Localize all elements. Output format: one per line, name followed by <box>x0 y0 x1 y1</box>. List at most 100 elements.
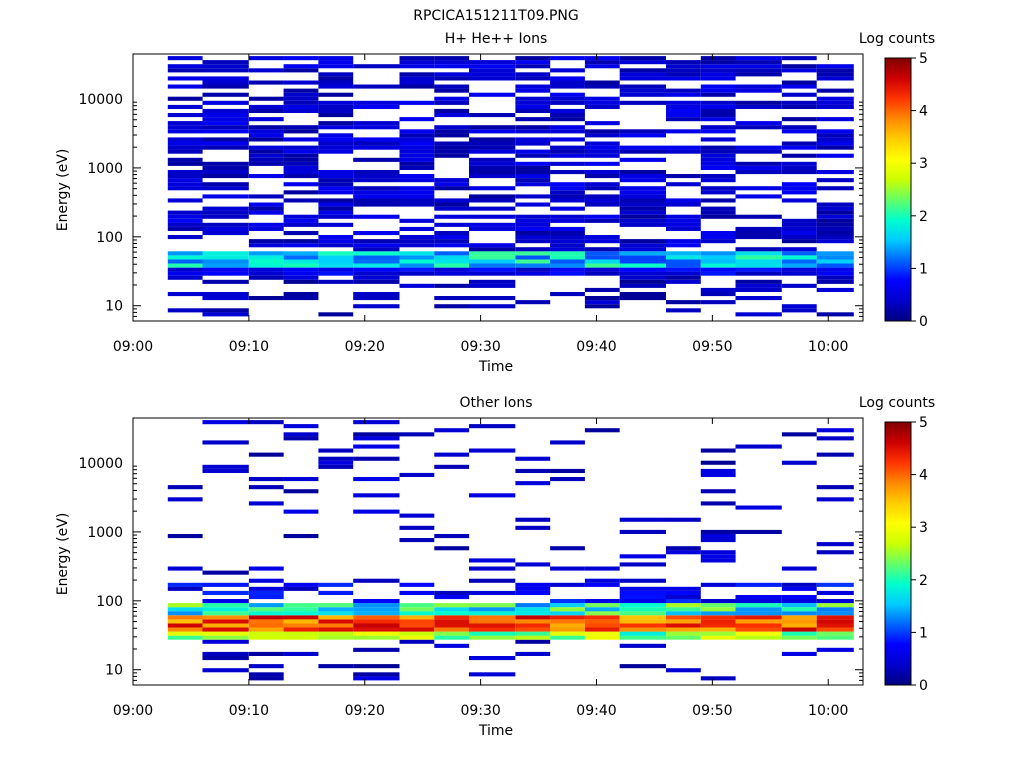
colorbar-tick-label: 5 <box>919 51 928 67</box>
heatmap-cell <box>469 271 516 276</box>
heatmap-cell <box>781 165 817 170</box>
heatmap-cell <box>248 210 284 215</box>
heatmap-cell <box>318 210 354 215</box>
heatmap-cell <box>202 255 249 260</box>
heatmap-cell <box>318 84 354 89</box>
heatmap-cell <box>550 226 585 231</box>
plot-frame <box>132 417 864 686</box>
heatmap-cell <box>353 190 400 195</box>
heatmap-cell <box>399 202 435 207</box>
heatmap-cell <box>469 283 516 288</box>
heatmap-cell <box>700 108 736 113</box>
heatmap-cell <box>283 92 319 97</box>
heatmap-cell <box>735 283 782 288</box>
heatmap-cell <box>283 88 319 93</box>
heatmap-cell <box>399 251 435 256</box>
heatmap-cell <box>202 170 249 175</box>
heatmap-cell <box>584 80 620 85</box>
heatmap-cell <box>469 198 516 203</box>
heatmap-cell <box>399 194 435 199</box>
heatmap-cell <box>700 145 736 150</box>
heatmap-cell <box>248 222 284 227</box>
heatmap-cell <box>700 538 736 543</box>
heatmap-cell <box>550 218 585 223</box>
heatmap-cell <box>619 623 666 628</box>
heatmap-cell <box>399 631 435 636</box>
heatmap-cell <box>167 96 203 101</box>
heatmap-cell <box>248 161 284 166</box>
heatmap-cell <box>434 141 470 146</box>
heatmap-cell <box>353 157 400 162</box>
heatmap-cell <box>700 88 736 93</box>
heatmap-cell <box>202 656 249 661</box>
heatmap-cell <box>515 586 551 591</box>
heatmap-cell <box>469 186 516 191</box>
heatmap-cell <box>202 141 249 146</box>
heatmap-cell <box>816 619 854 624</box>
heatmap-cell <box>434 627 470 632</box>
heatmap-cell <box>700 210 736 215</box>
heatmap-cell <box>318 198 354 203</box>
heatmap-cell <box>619 619 666 624</box>
heatmap-cell <box>666 607 701 612</box>
heatmap-cell <box>816 206 854 211</box>
heatmap-cell <box>399 243 435 248</box>
heatmap-cell <box>700 76 736 81</box>
heatmap-cell <box>584 611 620 616</box>
heatmap-cell <box>619 255 666 260</box>
heatmap-cell <box>550 170 585 175</box>
heatmap-cell <box>735 251 782 256</box>
heatmap-cell <box>816 635 854 640</box>
heatmap-cell <box>353 292 400 297</box>
heatmap-cell <box>399 117 435 122</box>
heatmap-cell <box>515 222 551 227</box>
heatmap-cell <box>399 141 435 146</box>
heatmap-cell <box>816 137 854 142</box>
heatmap-cell <box>666 108 701 113</box>
heatmap-cell <box>469 672 516 677</box>
heatmap-cell <box>666 222 701 227</box>
heatmap-cell <box>550 259 585 264</box>
heatmap-cell <box>202 420 249 425</box>
heatmap-cell <box>666 251 701 256</box>
heatmap-cell <box>515 202 551 207</box>
heatmap-cell <box>515 639 551 644</box>
heatmap-cell <box>666 113 701 118</box>
heatmap-cell <box>283 631 319 636</box>
heatmap-cell <box>584 235 620 240</box>
heatmap-cell <box>700 558 736 563</box>
heatmap-cell <box>318 582 354 587</box>
heatmap-cell <box>550 186 585 191</box>
heatmap-cell <box>619 206 666 211</box>
heatmap-cell <box>735 635 782 640</box>
heatmap-cell <box>700 137 736 142</box>
heatmap-cell <box>469 631 516 636</box>
heatmap-cell <box>318 235 354 240</box>
heatmap-cell <box>318 631 354 636</box>
heatmap-cell <box>399 157 435 162</box>
heatmap-cell <box>515 603 551 608</box>
heatmap-cell <box>202 627 249 632</box>
x-tick-label: 09:20 <box>345 339 385 355</box>
heatmap-cell <box>434 76 470 81</box>
heatmap-cell <box>700 165 736 170</box>
heatmap-cell <box>735 235 782 240</box>
heatmap-cell <box>781 631 817 636</box>
heatmap-cell <box>469 493 516 498</box>
heatmap-cell <box>434 145 470 150</box>
heatmap-cell <box>248 566 284 571</box>
heatmap-cell <box>353 578 400 583</box>
heatmap-cell <box>469 251 516 256</box>
heatmap-cell <box>202 76 249 81</box>
heatmap-cell <box>550 627 585 632</box>
heatmap-cell <box>619 296 666 301</box>
heatmap-cell <box>399 603 435 608</box>
heatmap-cell <box>666 92 701 97</box>
heatmap-cell <box>434 534 470 539</box>
heatmap-cell <box>700 607 736 612</box>
x-tick-label: 09:20 <box>345 703 385 719</box>
heatmap-cell <box>700 251 736 256</box>
heatmap-cell <box>515 100 551 105</box>
heatmap-cell <box>515 247 551 252</box>
heatmap-cell <box>666 259 701 264</box>
